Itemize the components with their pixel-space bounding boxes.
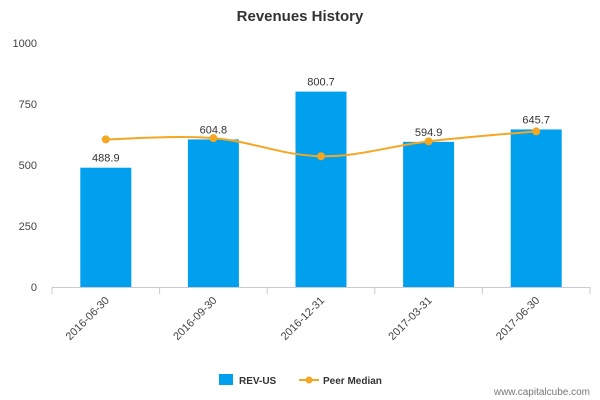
chart-title: Revenues History (237, 8, 364, 25)
y-tick-label: 250 (19, 221, 37, 233)
line-series (101, 127, 541, 161)
legend-label-rev-us: REV-US (239, 376, 277, 387)
line-point[interactable] (424, 137, 433, 146)
bar[interactable] (295, 91, 347, 287)
bar-data-label: 488.9 (92, 153, 120, 165)
y-tick-label: 500 (19, 160, 37, 172)
x-tick-label: 2016-09-30 (171, 295, 219, 343)
watermark: www.capitalcube.com (493, 387, 590, 398)
y-tick-label: 1000 (13, 38, 37, 50)
data-labels: 488.9 604.8 800.7 594.9 645.7 (92, 77, 550, 165)
y-axis: 0 250 500 750 1000 (13, 38, 37, 294)
line-point[interactable] (532, 127, 541, 136)
x-tick-label: 2017-06-30 (494, 295, 542, 343)
legend-marker-peer-median (305, 376, 313, 384)
bar[interactable] (187, 139, 239, 287)
bar-data-label: 604.8 (200, 124, 228, 136)
bar-data-label: 594.9 (415, 127, 443, 139)
y-tick-label: 750 (19, 99, 37, 111)
bar[interactable] (80, 167, 132, 287)
line-point[interactable] (317, 152, 325, 161)
legend[interactable]: REV-US Peer Median (219, 374, 382, 387)
bar[interactable] (403, 141, 455, 287)
line-point[interactable] (209, 134, 218, 143)
x-axis: 2016-06-30 2016-09-30 2016-12-31 2017-03-31… (51, 287, 591, 343)
bar-series (80, 91, 562, 287)
legend-label-peer-median: Peer Median (323, 376, 382, 387)
x-tick-label: 2017-03-31 (386, 295, 434, 343)
bar[interactable] (510, 129, 562, 287)
y-tick-label: 0 (31, 282, 37, 294)
legend-swatch-rev-us (219, 374, 233, 385)
bar-data-label: 645.7 (522, 114, 550, 126)
line-point[interactable] (101, 135, 110, 144)
x-tick-label: 2016-12-31 (279, 295, 327, 343)
x-tick-label: 2016-06-30 (64, 295, 112, 343)
bar-data-label: 800.7 (307, 77, 335, 89)
